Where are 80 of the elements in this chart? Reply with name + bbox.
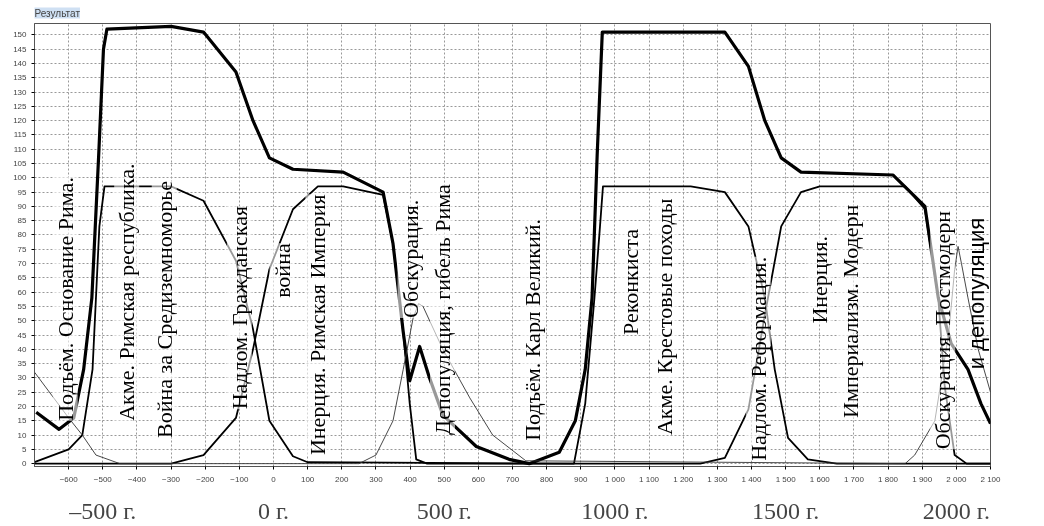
y-tick-label: 25 (17, 387, 28, 397)
annotation: Империализм. Модерн (838, 204, 864, 418)
y-tick-label: 100 (13, 173, 28, 183)
y-tick-label: 0 (22, 459, 28, 469)
y-tick-label: 90 (17, 201, 28, 211)
y-tick-label: 135 (13, 73, 28, 83)
x-tick-label: 1 200 (673, 474, 694, 484)
y-tick-label: 110 (13, 144, 28, 154)
x-tick-label: −200 (196, 474, 215, 484)
x-tick-label: 400 (403, 474, 418, 484)
annotation: Акме. Крестовые походы (651, 198, 677, 436)
annotation: Инерция. (807, 236, 833, 324)
x2-tick-label: –500 г. (68, 497, 137, 524)
y-tick-label: 20 (17, 401, 28, 411)
y-tick-label: 15 (17, 416, 28, 426)
x-tick-label: 1 800 (878, 474, 899, 484)
y-tick-label: 105 (13, 159, 28, 169)
x-tick-label: 500 (437, 474, 452, 484)
y-tick-label: 120 (13, 116, 28, 126)
x-tick-label: 700 (505, 474, 520, 484)
x-tick-label: 900 (574, 474, 589, 484)
x-tick-label: 0 (271, 474, 277, 484)
x2-tick-label: 0 г. (257, 497, 290, 524)
y-tick-label: 50 (17, 316, 28, 326)
y-tick-label: 75 (17, 244, 28, 254)
x-tick-label: 1 700 (843, 474, 865, 484)
y-tick-label: 140 (13, 59, 28, 69)
x-tick-label: 1 000 (604, 474, 626, 484)
annotation: Акме. Римская республика. (114, 163, 140, 421)
x-tick-label: 800 (539, 474, 554, 484)
x-tick-label: 1 400 (741, 474, 763, 484)
y-tick-label: 10 (17, 430, 28, 440)
annotation: Подъём. Основание Рима. (52, 177, 78, 421)
annotation: Инерция. Римская Империя (305, 194, 331, 456)
annotation: Обскурация. Постмодерн и депопуляция (930, 210, 990, 450)
y-tick-label: 45 (17, 330, 28, 340)
x-tick-label: 1 100 (639, 474, 660, 484)
x2-tick-label: 2000 г. (922, 497, 990, 524)
x-tick-label: −300 (162, 474, 181, 484)
x-tick-label: 300 (369, 474, 384, 484)
annotation: Депопуляция, гибель Рима (430, 183, 456, 436)
annotation: Подъём. Карл Великий. (520, 219, 546, 441)
x-tick-label: 2 100 (980, 474, 1002, 484)
y-tick-label: 35 (17, 359, 28, 369)
y-tick-label: 125 (13, 101, 28, 111)
x2-tick-label: 1000 г. (581, 497, 649, 524)
x-tick-label: 200 (335, 474, 350, 484)
x2-tick-label: 1500 г. (752, 497, 820, 524)
x-tick-label: 2 000 (946, 474, 967, 484)
annotation: Надлом. Реформация. (745, 256, 771, 461)
y-tick-label: 150 (13, 30, 28, 40)
chart-title: Результат (34, 7, 81, 19)
y-tick-label: 130 (13, 87, 28, 97)
x-tick-label: −100 (230, 474, 249, 484)
y-tick-label: 70 (17, 259, 28, 269)
x-tick-label: −600 (59, 474, 79, 484)
y-tick-label: 5 (22, 444, 28, 454)
y-tick-label: 95 (17, 187, 28, 197)
y-tick-label: 55 (17, 301, 28, 311)
y-tick-label: 30 (17, 373, 28, 383)
y-tick-label: 65 (17, 273, 28, 283)
x-tick-label: 1 900 (912, 474, 933, 484)
annotation: Реконкиста (617, 228, 643, 336)
annotation: Надлом. Гражданская война (226, 205, 295, 410)
y-tick-label: 60 (17, 287, 28, 297)
y-tick-label: 85 (17, 216, 28, 226)
y-tick-label: 145 (13, 44, 28, 54)
y-tick-label: 40 (17, 344, 28, 354)
y-tick-label: 115 (13, 130, 28, 140)
x-tick-label: 1 500 (775, 474, 797, 484)
x2-tick-label: 500 г. (416, 497, 472, 524)
annotation: Обскурация. (397, 199, 423, 318)
x-tick-label: 600 (471, 474, 486, 484)
x-tick-label: 1 300 (707, 474, 728, 484)
x-tick-label: −400 (127, 474, 147, 484)
annotation: Война за Средиземноморье (151, 180, 177, 438)
y-tick-label: 80 (17, 230, 28, 240)
x-tick-label: −500 (93, 474, 113, 484)
x-tick-label: 100 (300, 474, 315, 484)
x-tick-label: 1 600 (809, 474, 831, 484)
